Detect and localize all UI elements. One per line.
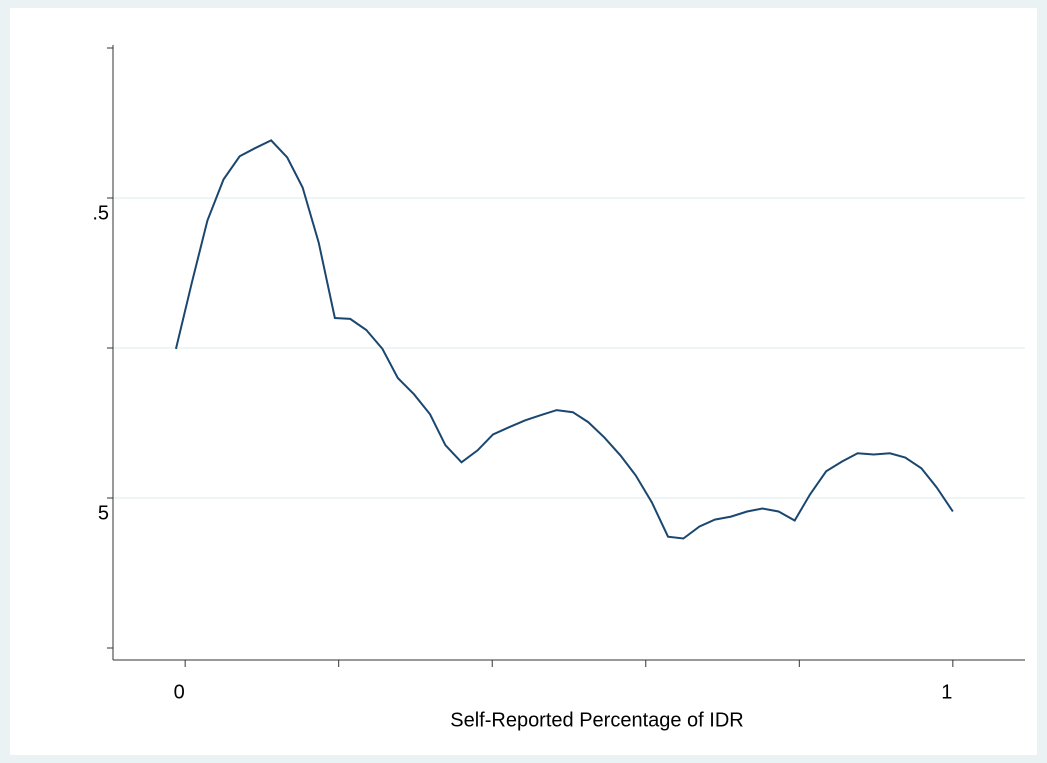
x-tick-label: 0 xyxy=(174,681,185,703)
y-tick-label: .5 xyxy=(92,202,109,224)
graph-region xyxy=(10,8,1037,755)
data-line xyxy=(174,139,954,540)
y-tick-label: 5 xyxy=(98,502,109,524)
x-axis-title: Self-Reported Percentage of IDR xyxy=(450,709,744,731)
x-tick-label: 1 xyxy=(941,681,952,703)
